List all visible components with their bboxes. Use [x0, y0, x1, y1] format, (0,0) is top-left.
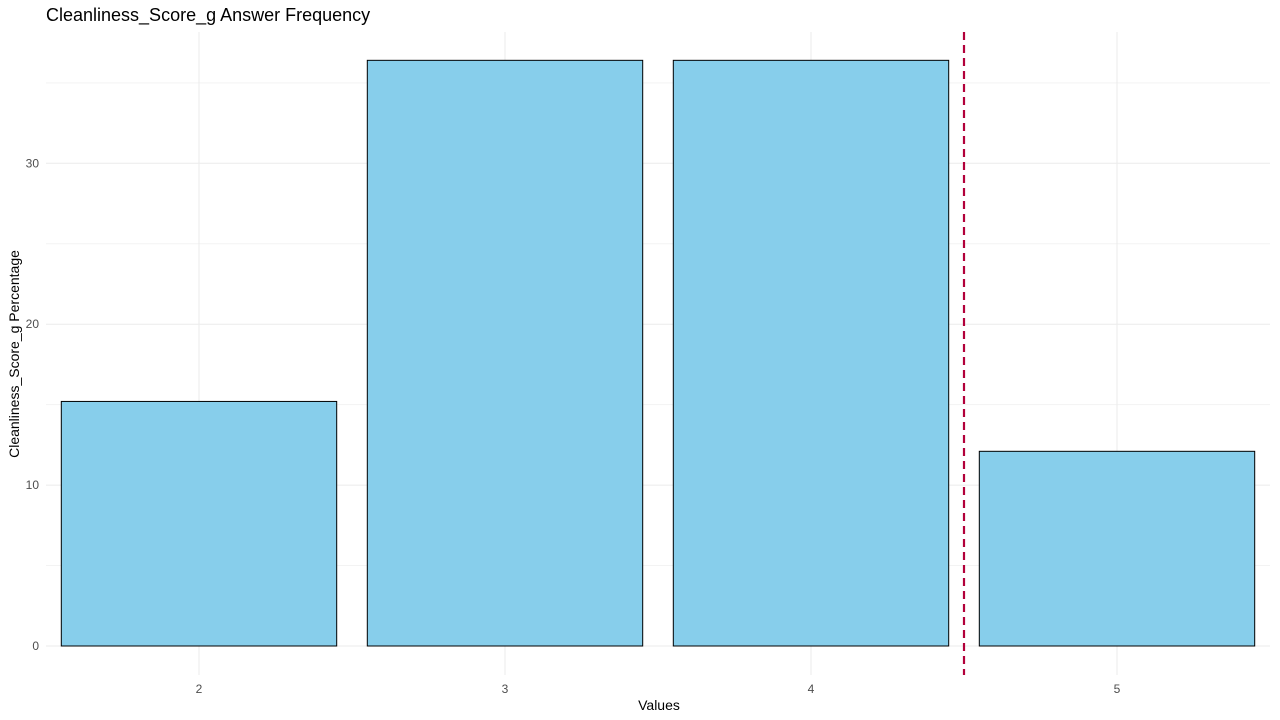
bar-2: [60, 400, 338, 647]
y-tick-label: 30: [26, 156, 40, 170]
y-tick-labels: 0 10 20 30: [26, 156, 40, 653]
y-tick-label: 10: [26, 478, 40, 492]
chart-title: Cleanliness_Score_g Answer Frequency: [46, 5, 371, 25]
y-axis-title: Cleanliness_Score_g Percentage: [6, 250, 22, 458]
x-tick-labels: 2 3 4 5: [196, 682, 1121, 696]
x-tick-label: 2: [196, 682, 203, 696]
x-axis-title: Values: [638, 697, 680, 713]
bars-layer: [60, 59, 1256, 647]
y-tick-label: 20: [26, 317, 40, 331]
bar-5: [978, 450, 1256, 647]
x-tick-label: 5: [1114, 682, 1121, 696]
x-tick-label: 3: [502, 682, 509, 696]
bar-4: [672, 59, 950, 647]
bar-3: [366, 59, 644, 647]
y-tick-label: 0: [32, 639, 39, 653]
x-tick-label: 4: [808, 682, 815, 696]
